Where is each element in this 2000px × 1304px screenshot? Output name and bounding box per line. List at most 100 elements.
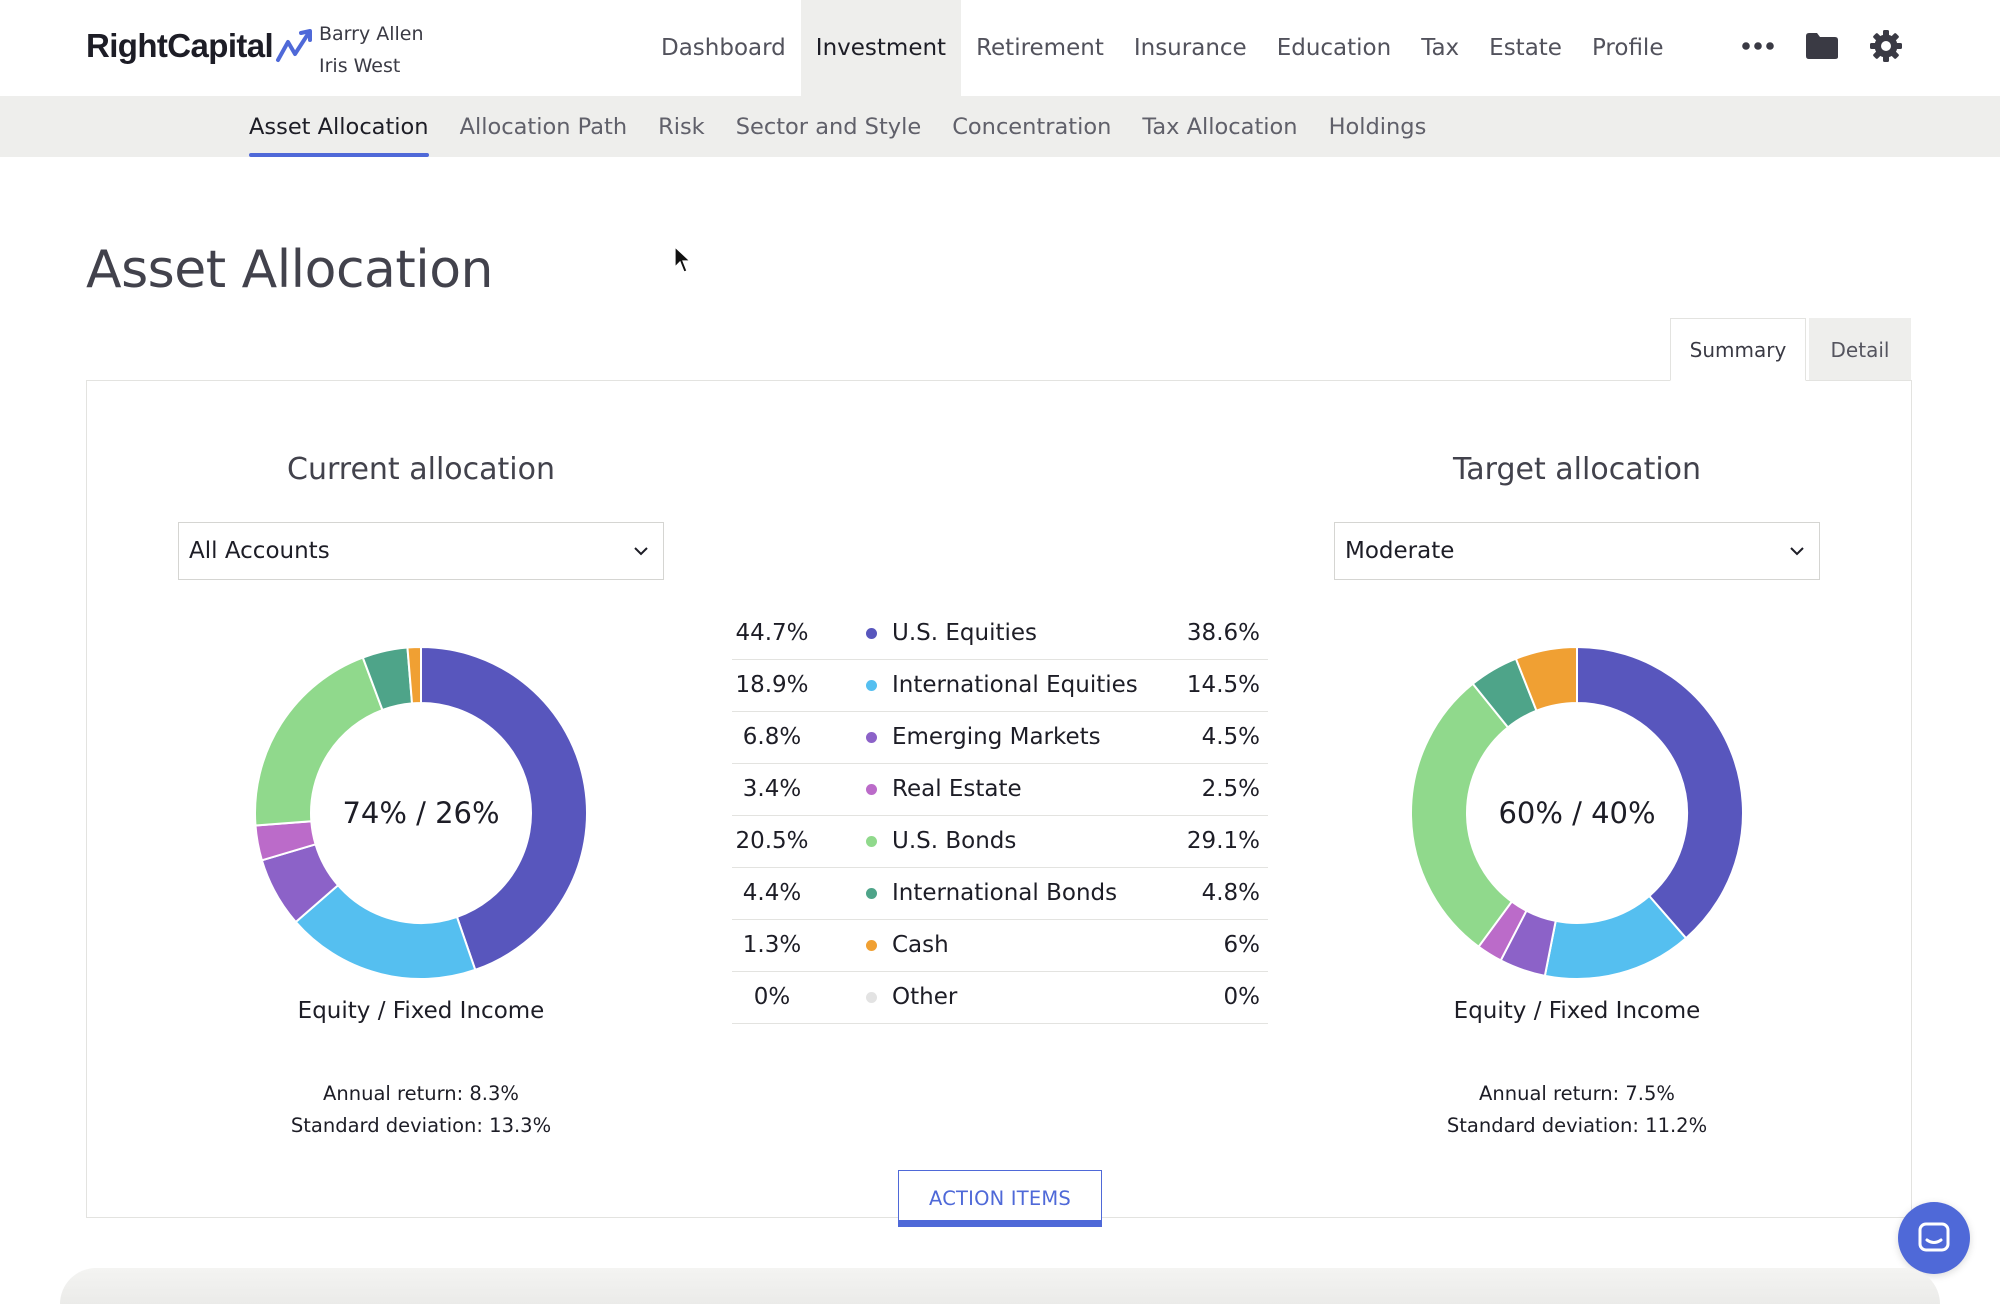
nav-tax[interactable]: Tax [1421, 35, 1460, 61]
legend-target-value: 14.5% [1186, 672, 1260, 698]
target-allocation-title: Target allocation [1452, 452, 1702, 487]
nav-estate[interactable]: Estate [1489, 35, 1562, 61]
legend-row: 20.5% U.S. Bonds 29.1% [732, 816, 1268, 868]
main-nav: Dashboard Investment Retirement Insuranc… [646, 0, 1678, 96]
legend-asset-name: Emerging Markets [892, 724, 1101, 750]
more-icon[interactable] [1740, 28, 1776, 64]
client-name-1: Barry Allen [319, 23, 424, 45]
legend-color-dot [866, 628, 877, 639]
legend-target-value: 6% [1223, 932, 1261, 958]
current-donut-svg [254, 645, 588, 980]
donut-slice-u-s-bonds[interactable] [254, 656, 384, 827]
target-std-dev: Standard deviation: 11.2% [1446, 1114, 1708, 1137]
current-allocation-title: Current allocation [287, 452, 555, 487]
legend-row: 6.8% Emerging Markets 4.5% [732, 712, 1268, 764]
top-bar: RightCapital Barry Allen Iris West Dashb… [0, 0, 2000, 96]
client-names[interactable]: Barry Allen Iris West [319, 18, 424, 82]
legend-asset-name: U.S. Equities [892, 620, 1038, 646]
subnav-concentration[interactable]: Concentration [952, 113, 1112, 140]
nav-insurance[interactable]: Insurance [1133, 35, 1247, 61]
legend-color-dot [866, 992, 877, 1003]
legend-color-dot [866, 836, 877, 847]
legend-row: 4.4% International Bonds 4.8% [732, 868, 1268, 920]
donut-slice-cash[interactable] [1514, 645, 1578, 713]
target-donut-caption: Equity / Fixed Income [1453, 998, 1701, 1024]
view-tabs: Summary Detail [1670, 318, 1911, 381]
account-select-value: All Accounts [189, 538, 330, 564]
subnav-asset-allocation[interactable]: Asset Allocation [249, 96, 429, 157]
nav-retirement[interactable]: Retirement [976, 35, 1104, 61]
legend-row: 1.3% Cash 6% [732, 920, 1268, 972]
current-annual-return: Annual return: 8.3% [323, 1082, 519, 1105]
target-donut-svg [1410, 645, 1744, 980]
page-title: Asset Allocation [86, 240, 494, 300]
mouse-cursor-icon [674, 246, 692, 273]
donut-slice-cash[interactable] [406, 645, 422, 705]
subnav-allocation-path[interactable]: Allocation Path [459, 113, 628, 140]
current-std-dev: Standard deviation: 13.3% [290, 1114, 552, 1137]
legend-asset-name: Cash [892, 932, 949, 958]
legend-target-value: 38.6% [1186, 620, 1260, 646]
legend-color-dot [866, 732, 877, 743]
donut-slice-u-s-bonds[interactable] [1410, 682, 1514, 949]
chat-icon [1918, 1222, 1950, 1252]
target-donut-chart: 60% / 40% [1407, 643, 1747, 983]
donut-slice-u-s-equities[interactable] [1576, 645, 1744, 940]
legend-color-dot [866, 940, 877, 951]
logo-mark-icon [276, 29, 313, 62]
logo-text: RightCapital [86, 27, 274, 64]
legend-target-value: 0% [1223, 984, 1261, 1010]
current-stats: Annual return: 8.3% Standard deviation: … [178, 1078, 664, 1142]
folder-icon[interactable] [1804, 28, 1840, 64]
chat-button[interactable] [1898, 1202, 1970, 1274]
chevron-down-icon [634, 547, 648, 556]
current-donut-caption: Equity / Fixed Income [297, 998, 545, 1024]
target-annual-return: Annual return: 7.5% [1479, 1082, 1675, 1105]
nav-dashboard[interactable]: Dashboard [661, 35, 786, 61]
sub-nav: Asset Allocation Allocation Path Risk Se… [0, 96, 2000, 157]
legend-current-value: 6.8% [742, 724, 802, 750]
nav-investment[interactable]: Investment [800, 0, 962, 96]
subnav-holdings[interactable]: Holdings [1328, 113, 1427, 140]
legend-row: 0% Other 0% [732, 972, 1268, 1024]
legend-color-dot [866, 888, 877, 899]
legend-current-value: 3.4% [742, 776, 802, 802]
legend-current-value: 44.7% [735, 620, 809, 646]
tab-detail[interactable]: Detail [1809, 318, 1911, 381]
nav-profile[interactable]: Profile [1591, 35, 1664, 61]
legend-current-value: 1.3% [742, 932, 802, 958]
top-icons [1740, 28, 1904, 64]
legend-row: 18.9% International Equities 14.5% [732, 660, 1268, 712]
account-select[interactable]: All Accounts [178, 522, 664, 580]
legend-color-dot [866, 680, 877, 691]
allocation-legend: 44.7% U.S. Equities 38.6% 18.9% Internationa… [732, 608, 1268, 1024]
legend-target-value: 2.5% [1201, 776, 1260, 802]
nav-education[interactable]: Education [1276, 35, 1392, 61]
legend-asset-name: U.S. Bonds [892, 828, 1017, 854]
allocation-card [86, 380, 1912, 1218]
legend-target-value: 4.8% [1201, 880, 1260, 906]
legend-current-value: 20.5% [735, 828, 809, 854]
subnav-tax-allocation[interactable]: Tax Allocation [1142, 113, 1298, 140]
target-model-select[interactable]: Moderate [1334, 522, 1820, 580]
bottom-panel-edge [60, 1268, 1940, 1304]
legend-color-dot [866, 784, 877, 795]
legend-asset-name: International Equities [892, 672, 1138, 698]
action-items-button[interactable]: ACTION ITEMS [898, 1170, 1102, 1227]
legend-asset-name: International Bonds [892, 880, 1118, 906]
legend-asset-name: Other [892, 984, 958, 1010]
tab-summary[interactable]: Summary [1670, 318, 1806, 381]
donut-slice-u-s-equities[interactable] [420, 645, 588, 972]
logo[interactable]: RightCapital [86, 26, 317, 66]
legend-current-value: 0% [753, 984, 791, 1010]
gear-icon[interactable] [1868, 28, 1904, 64]
current-donut-chart: 74% / 26% [251, 643, 591, 983]
subnav-sector-and-style[interactable]: Sector and Style [735, 113, 922, 140]
legend-current-value: 4.4% [742, 880, 802, 906]
chevron-down-icon [1790, 547, 1804, 556]
target-stats: Annual return: 7.5% Standard deviation: … [1334, 1078, 1820, 1142]
client-name-2: Iris West [319, 55, 401, 77]
subnav-risk[interactable]: Risk [658, 113, 705, 140]
legend-asset-name: Real Estate [892, 776, 1022, 802]
legend-target-value: 4.5% [1201, 724, 1260, 750]
